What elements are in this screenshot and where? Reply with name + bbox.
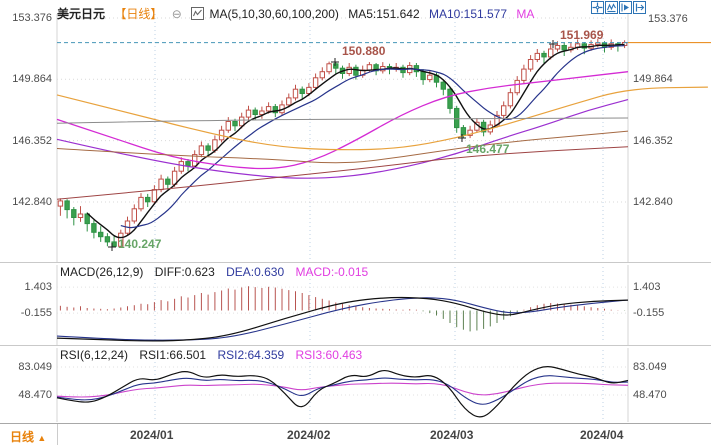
- chart-play-icon[interactable]: [619, 1, 632, 14]
- annotation-low-146477: 146.477: [466, 142, 510, 156]
- axis-label: 48.470: [633, 389, 667, 401]
- overlay-ma30: [56, 71, 629, 170]
- axis-label: 146.352: [633, 134, 673, 147]
- macd-macd-value: MACD:-0.015: [295, 265, 369, 279]
- x-axis-label: 2024/02: [287, 428, 331, 442]
- macd-title: MACD(26,12,9): [60, 265, 144, 279]
- extreme-marker: [458, 134, 466, 142]
- annotation-low-140247: 140.247: [118, 237, 162, 251]
- axis-label: 142.840: [12, 196, 52, 208]
- ma5-value: MA5:151.642: [348, 7, 420, 21]
- chart-toolbar: [591, 1, 646, 14]
- axis-label: 83.049: [633, 361, 667, 373]
- macd-histogram: [59, 286, 626, 332]
- extreme-marker: [549, 40, 557, 48]
- axis-label: 146.352: [12, 134, 52, 147]
- overlay-trend-brown: [56, 130, 629, 164]
- candlesticks: [57, 38, 628, 248]
- axis-label: -0.155: [20, 307, 52, 320]
- panel-separator: [0, 262, 711, 263]
- ma-more-value: MA: [516, 7, 535, 21]
- overlay-ma60: [56, 99, 629, 179]
- panel-separator: [0, 345, 711, 346]
- rsi2-line: [56, 375, 629, 405]
- axis-label: 153.376: [648, 13, 688, 25]
- x-axis-label: 2024/03: [430, 428, 474, 442]
- annotation-high-150880: 150.880: [342, 44, 386, 58]
- axis-label: 48.470: [18, 389, 52, 401]
- main-price-chart[interactable]: [0, 0, 711, 263]
- overlay-ma5: [86, 43, 625, 239]
- annotation-high-151969: 151.969: [560, 28, 604, 42]
- rsi2-value: RSI2:64.359: [217, 348, 285, 362]
- overlay-ma10: [120, 45, 625, 229]
- chevron-up-icon: ▲: [37, 433, 47, 443]
- macd-header: MACD(26,12,9) DIFF:0.623 DEA:0.630 MACD:…: [60, 265, 376, 279]
- x-axis-label: 2024/04: [580, 428, 624, 442]
- rsi-title: RSI(6,12,24): [60, 348, 129, 362]
- ma10-value: MA10:151.577: [428, 7, 508, 21]
- rsi-indicator-chart[interactable]: [0, 346, 711, 423]
- diff-line: [56, 296, 629, 342]
- period-tag[interactable]: 【日线】: [114, 7, 163, 21]
- extreme-marker: [331, 58, 339, 66]
- axis-label: -0.155: [633, 307, 665, 320]
- rsi1-line: [56, 366, 629, 418]
- chart-peaks-icon[interactable]: [605, 1, 618, 14]
- indicator-chart-icon: [191, 7, 205, 23]
- extreme-marker: [108, 243, 116, 251]
- axis-label: 1.403: [633, 281, 661, 294]
- collapse-icon[interactable]: ⊖: [171, 7, 182, 21]
- axis-label: 142.840: [633, 196, 673, 208]
- chart-header: 美元日元 【日线】 ⊖ MA(5,10,30,60,100,200) MA5:1…: [57, 5, 540, 23]
- rsi3-value: RSI3:60.463: [295, 348, 363, 362]
- symbol-name: 美元日元: [57, 7, 106, 21]
- overlay-ma100: [56, 86, 708, 151]
- rsi3-line: [56, 382, 629, 398]
- x-axis-label: 2024/01: [130, 428, 174, 442]
- macd-indicator-chart[interactable]: [0, 263, 711, 346]
- axis-label: 149.864: [633, 73, 673, 86]
- crosshair-icon[interactable]: [591, 1, 604, 14]
- overlay-trend-maroon: [56, 146, 629, 200]
- ma-settings-label: MA(5,10,30,60,100,200): [209, 7, 339, 21]
- axis-label: 149.864: [12, 73, 52, 86]
- axis-label: 1.403: [24, 281, 52, 294]
- exit-right-icon[interactable]: [633, 1, 646, 14]
- macd-dea-value: DEA:0.630: [226, 265, 285, 279]
- divider: [57, 424, 58, 445]
- timeline-bar: 日线 ▲ 2024/01 2024/02 2024/03 2024/04: [0, 423, 711, 445]
- axis-label: 153.376: [12, 12, 52, 24]
- overlay-ma200: [56, 117, 629, 124]
- period-selector[interactable]: 日线 ▲: [10, 430, 47, 444]
- axis-label: 83.049: [18, 361, 52, 373]
- rsi-header: RSI(6,12,24) RSI1:66.501 RSI2:64.359 RSI…: [60, 348, 370, 362]
- rsi1-value: RSI1:66.501: [139, 348, 207, 362]
- macd-diff-value: DIFF:0.623: [154, 265, 215, 279]
